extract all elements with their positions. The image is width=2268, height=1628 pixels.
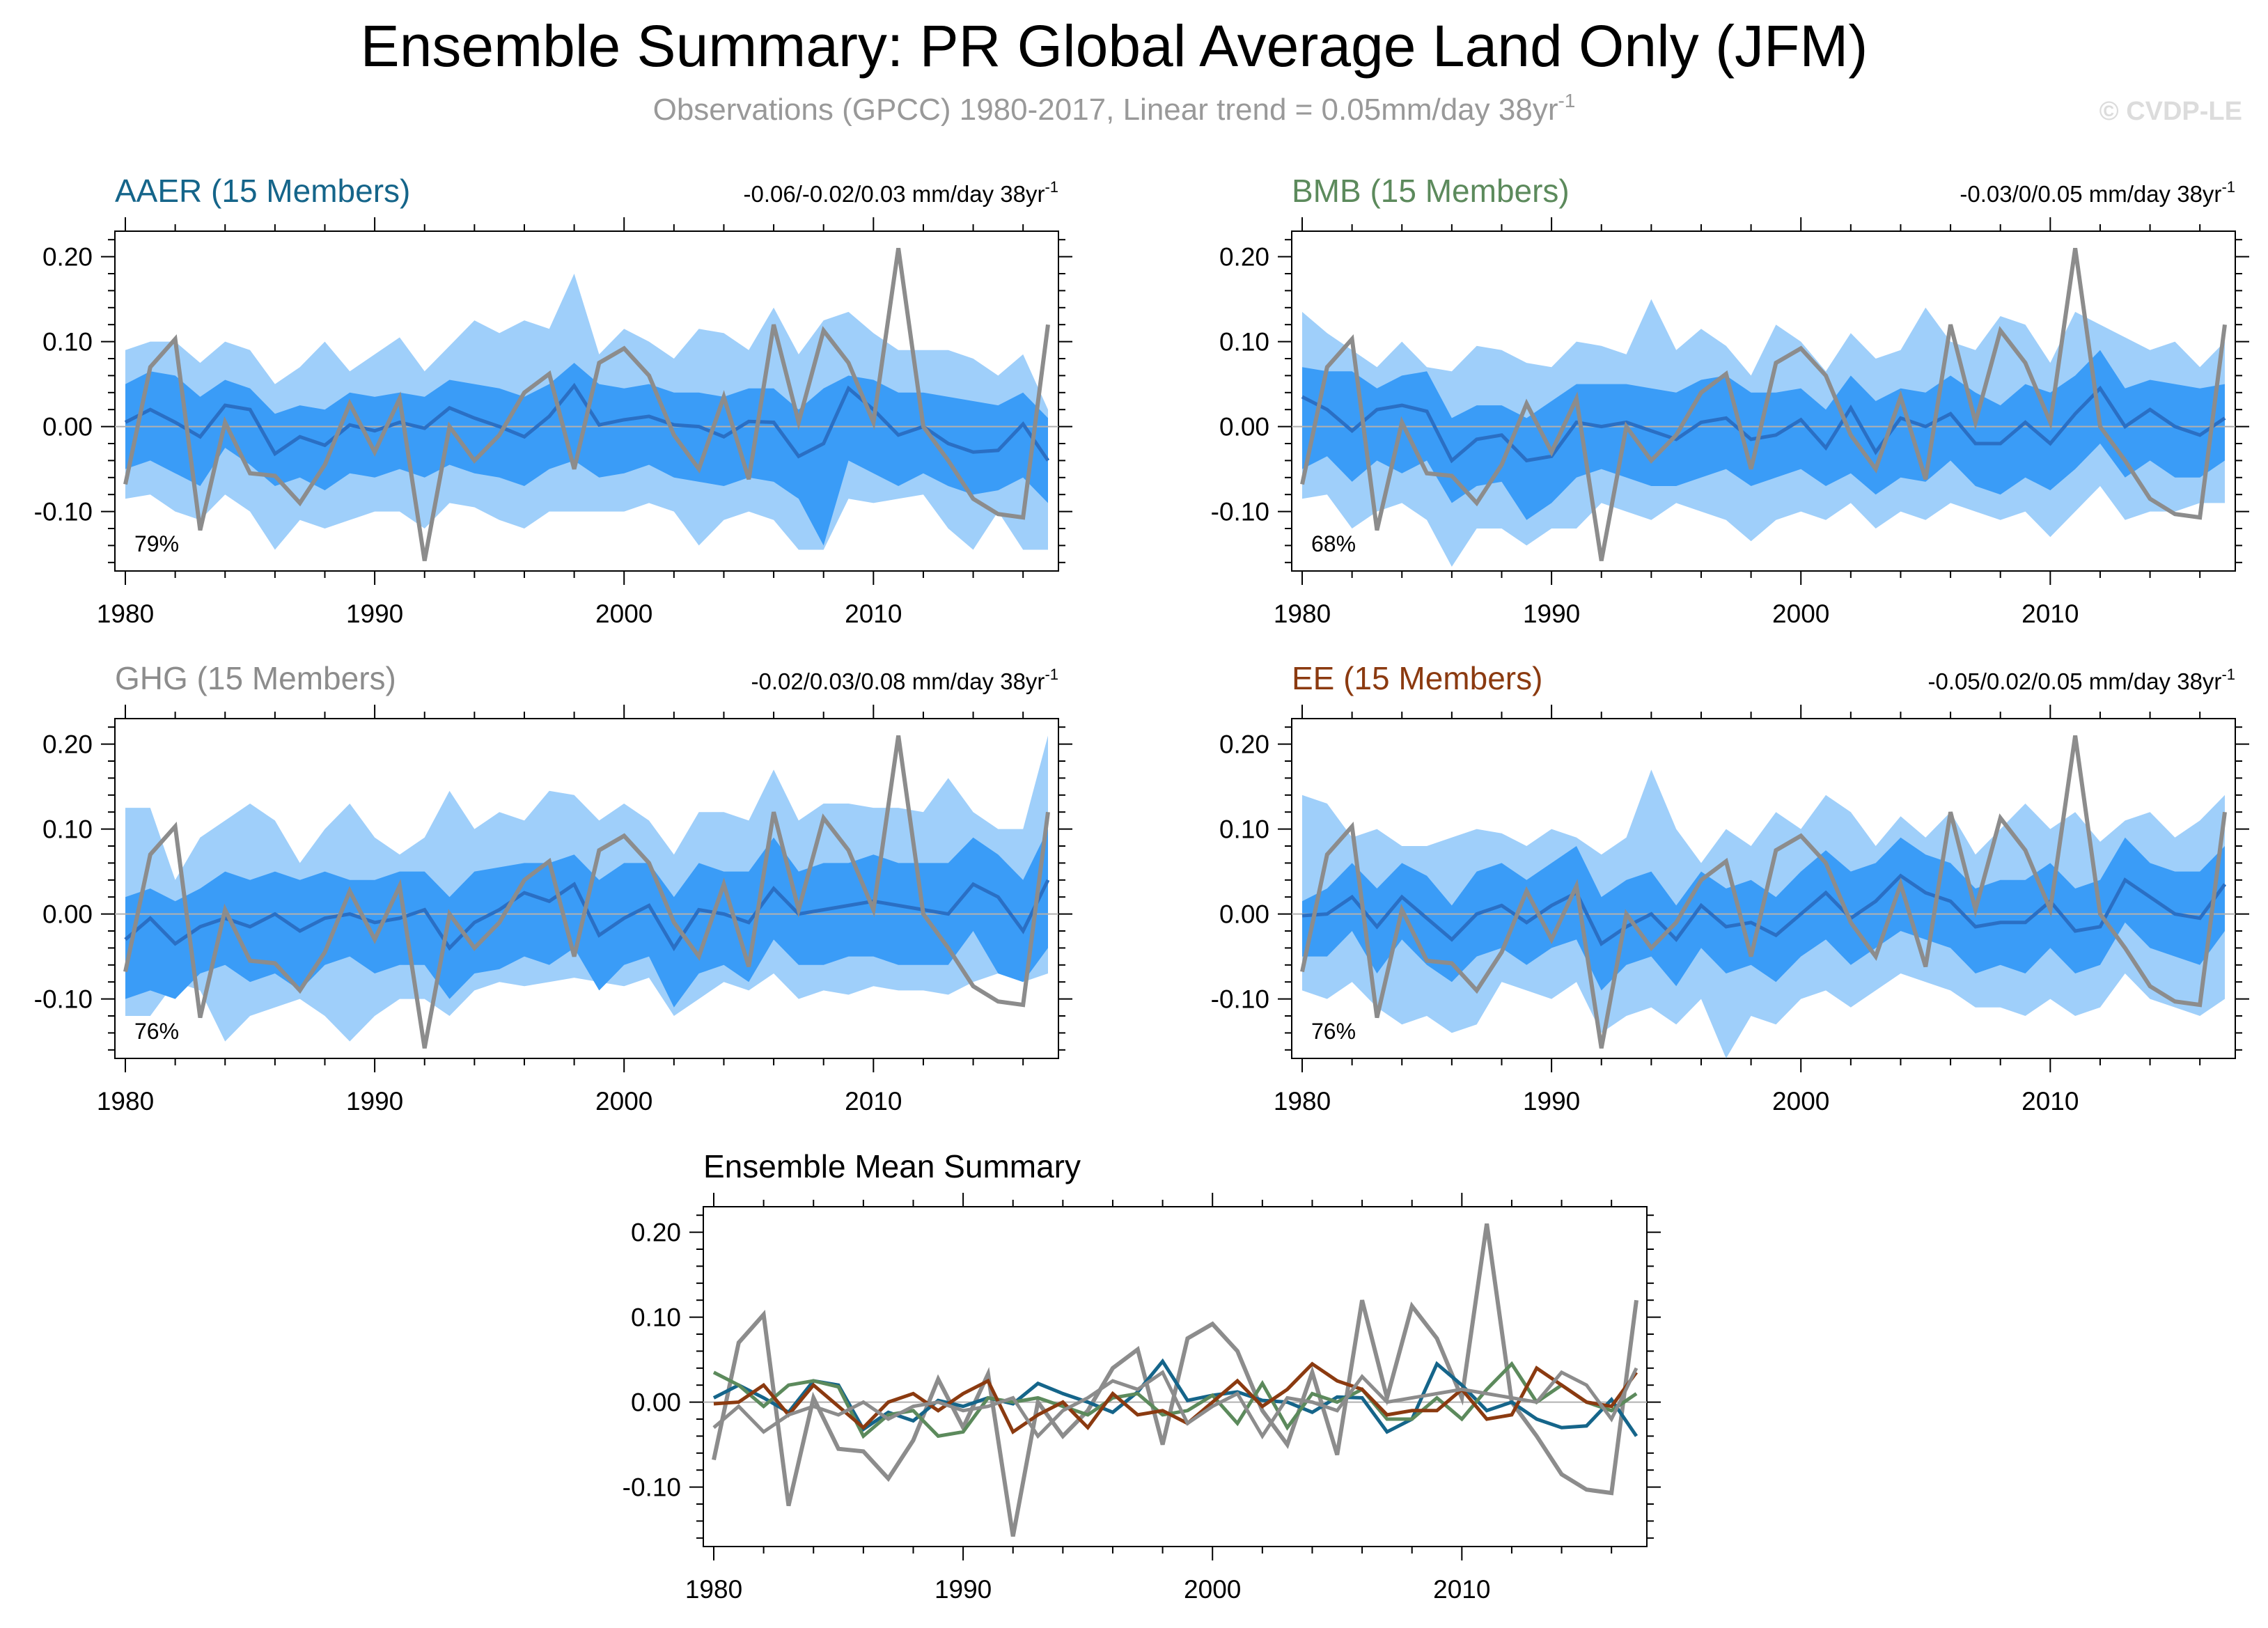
plot-area [115, 247, 1058, 561]
x-tick-label: 1990 [1523, 1087, 1580, 1116]
x-tick-label: 2010 [845, 600, 902, 628]
percent-label: 76% [134, 1019, 179, 1044]
series-line-ghg [712, 1367, 1639, 1440]
y-tick-label: 0.20 [631, 1219, 681, 1247]
y-tick-label: 0.10 [42, 328, 93, 357]
x-tick-label: 2000 [1772, 1087, 1829, 1116]
x-tick-label: 1990 [346, 600, 403, 628]
plot-area [1292, 247, 2235, 567]
y-tick-label: 0.10 [1219, 815, 1269, 844]
trend-superscript: -1 [1045, 178, 1058, 196]
x-tick-label: 2010 [2021, 600, 2079, 628]
watermark: © CVDP-LE [2099, 97, 2242, 126]
trend-text: -0.06/-0.02/0.03 mm/day 38yr [744, 181, 1045, 207]
y-tick-label: 0.20 [1219, 730, 1269, 759]
x-tick-label: 1990 [1523, 600, 1580, 628]
panel-title: GHG (15 Members) [115, 660, 396, 696]
panel-bmb: 0.20 0.10 0.00 -0.10 1980 1990 2000 2010 BMB (15… [1211, 173, 2249, 628]
y-tick-label: 0.20 [1219, 243, 1269, 272]
y-tick-label: 0.00 [42, 413, 93, 441]
y-tick-label: 0.00 [631, 1388, 681, 1417]
panel-title: AAER (15 Members) [115, 173, 410, 209]
percent-label: 76% [1311, 1019, 1356, 1044]
figure-subtitle: Observations (GPCC) 1980-2017, Linear tr… [653, 90, 1576, 127]
trend-superscript: -1 [2221, 178, 2235, 196]
plot-frame [703, 1206, 1648, 1547]
percent-label: 79% [134, 531, 179, 556]
figure-title: Ensemble Summary: PR Global Average Land… [361, 13, 1868, 79]
trend-text: -0.05/0.02/0.05 mm/day 38yr [1928, 668, 2222, 694]
series-line-ee [713, 1361, 1639, 1434]
y-tick-label: -0.10 [34, 985, 93, 1014]
x-tick-label: 1990 [934, 1575, 992, 1604]
inner-spread-band [125, 363, 1048, 546]
y-tick-label: 0.10 [1219, 328, 1269, 357]
x-tick-label: 2000 [595, 600, 652, 628]
panel-ee: 0.20 0.10 0.00 -0.10 1980 1990 2000 2010 EE (15 … [1211, 660, 2249, 1116]
panel-title: EE (15 Members) [1292, 660, 1542, 696]
percent-label: 68% [1311, 531, 1356, 556]
trend-label: -0.02/0.03/0.08 mm/day 38yr-1 [751, 666, 1058, 694]
x-tick-label: 1980 [1274, 1087, 1331, 1116]
y-tick-label: 0.00 [1219, 900, 1269, 929]
y-tick-label: 0.10 [631, 1304, 681, 1332]
x-tick-label: 2000 [1184, 1575, 1241, 1604]
trend-text: -0.03/0/0.05 mm/day 38yr [1960, 181, 2221, 207]
y-tick-label: -0.10 [623, 1473, 681, 1502]
plot-area [703, 1223, 1647, 1537]
x-tick-label: 1980 [97, 1087, 154, 1116]
panel-ghg: 0.20 0.10 0.00 -0.10 1980 1990 2000 2010 GHG (15… [34, 660, 1072, 1116]
x-tick-label: 2010 [845, 1087, 902, 1116]
x-tick-label: 1990 [346, 1087, 403, 1116]
panel-title: Ensemble Mean Summary [703, 1148, 1081, 1184]
panel-aaer: 0.20 0.10 0.00 -0.10 1980 1990 2000 2010 AAER (1… [34, 173, 1072, 628]
ensemble-mean-line [124, 382, 1050, 462]
x-tick-label: 2000 [595, 1087, 652, 1116]
panels-group: 0.20 0.10 0.00 -0.10 1980 1990 2000 2010 AAER (1… [34, 173, 2249, 1604]
y-tick-label: -0.10 [34, 498, 93, 526]
x-tick-label: 1980 [685, 1575, 742, 1604]
subtitle-superscript: -1 [1558, 90, 1575, 111]
inner-spread-band [1302, 350, 2225, 520]
subtitle-text: Observations (GPCC) 1980-2017, Linear tr… [653, 93, 1558, 127]
plot-area [1292, 735, 2235, 1058]
y-tick-label: 0.00 [42, 900, 93, 929]
y-tick-label: -0.10 [1211, 985, 1269, 1014]
trend-label: -0.05/0.02/0.05 mm/day 38yr-1 [1928, 666, 2235, 694]
ensemble-mean-line [1301, 385, 2226, 464]
y-tick-label: 0.10 [42, 815, 93, 844]
x-tick-label: 1980 [97, 600, 154, 628]
x-tick-label: 2010 [1433, 1575, 1490, 1604]
trend-superscript: -1 [2221, 666, 2235, 683]
x-tick-label: 2000 [1772, 600, 1829, 628]
y-tick-label: 0.20 [42, 243, 93, 272]
trend-label: -0.06/-0.02/0.03 mm/day 38yr-1 [744, 178, 1058, 207]
series-line-aaer [712, 1358, 1639, 1437]
x-tick-label: 1980 [1274, 600, 1331, 628]
y-tick-label: 0.00 [1219, 413, 1269, 441]
panel-title: BMB (15 Members) [1292, 173, 1570, 209]
panel-ensemble-mean: 0.20 0.10 0.00 -0.10 1980 1990 2000 2010 Ensembl… [623, 1148, 1661, 1604]
trend-label: -0.03/0/0.05 mm/day 38yr-1 [1960, 178, 2235, 207]
observations-line [123, 735, 1050, 1049]
inner-spread-band [125, 829, 1048, 1008]
trend-superscript: -1 [1045, 666, 1058, 683]
x-tick-label: 2010 [2021, 1087, 2079, 1116]
observations-line [712, 1223, 1639, 1537]
observations-line [1300, 247, 2227, 561]
y-tick-label: -0.10 [1211, 498, 1269, 526]
plot-area [115, 735, 1058, 1049]
observations-line [1300, 735, 2227, 1049]
observations-line [123, 247, 1050, 561]
y-tick-label: 0.20 [42, 730, 93, 759]
trend-text: -0.02/0.03/0.08 mm/day 38yr [751, 668, 1045, 694]
ensemble-mean-line [1301, 873, 2227, 946]
